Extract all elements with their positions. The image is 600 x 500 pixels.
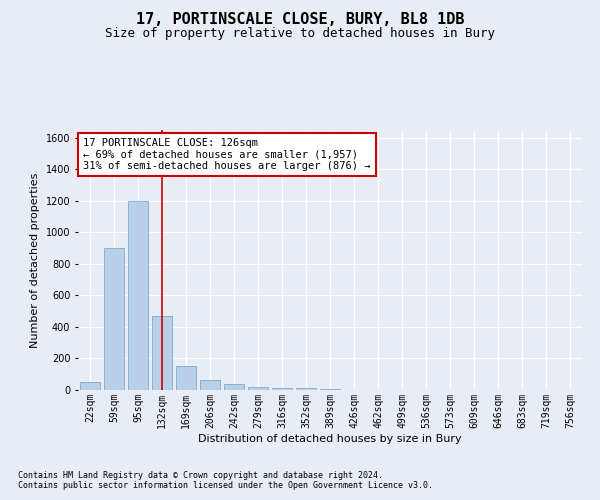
Text: Contains HM Land Registry data © Crown copyright and database right 2024.
Contai: Contains HM Land Registry data © Crown c…: [18, 470, 433, 490]
Y-axis label: Number of detached properties: Number of detached properties: [30, 172, 40, 348]
Bar: [128, 201, 148, 390]
Bar: [200, 380, 220, 390]
Bar: [104, 248, 124, 390]
Bar: [320, 389, 340, 390]
Bar: [80, 382, 100, 390]
Bar: [176, 366, 196, 390]
Bar: [248, 386, 268, 390]
Bar: [296, 388, 316, 390]
Bar: [152, 316, 172, 390]
Bar: [224, 384, 244, 390]
Text: 17, PORTINSCALE CLOSE, BURY, BL8 1DB: 17, PORTINSCALE CLOSE, BURY, BL8 1DB: [136, 12, 464, 28]
Bar: [272, 388, 292, 390]
Text: Size of property relative to detached houses in Bury: Size of property relative to detached ho…: [105, 28, 495, 40]
X-axis label: Distribution of detached houses by size in Bury: Distribution of detached houses by size …: [198, 434, 462, 444]
Text: 17 PORTINSCALE CLOSE: 126sqm
← 69% of detached houses are smaller (1,957)
31% of: 17 PORTINSCALE CLOSE: 126sqm ← 69% of de…: [83, 138, 371, 171]
